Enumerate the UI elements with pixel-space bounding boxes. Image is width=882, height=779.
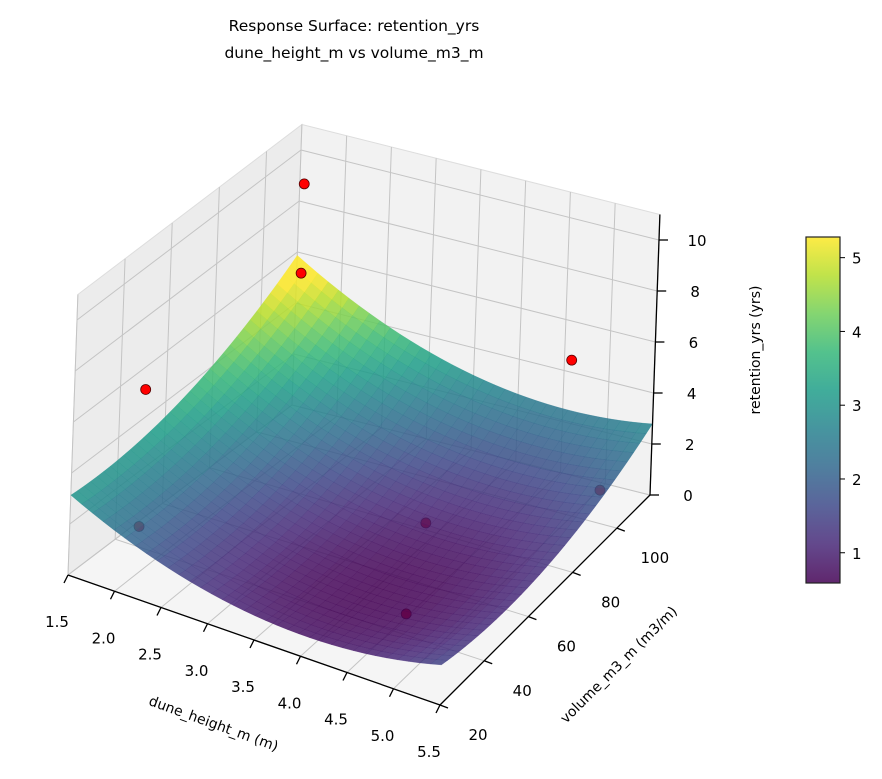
x-tick-label: 4.5 — [324, 711, 348, 729]
grid-line — [73, 251, 298, 423]
colorbar-tick-label: 2 — [852, 471, 862, 489]
data-point — [566, 354, 578, 366]
y-axis-line — [439, 494, 651, 706]
y-tick — [439, 704, 449, 709]
chart-title-line1: Response Surface: retention_yrs — [229, 17, 480, 36]
data-point — [298, 178, 310, 190]
colorbar — [805, 236, 841, 584]
grid-line — [67, 294, 79, 576]
colorbar-tick-label: 4 — [852, 323, 862, 341]
x-tick-label: 2.0 — [92, 629, 116, 647]
colorbar-ticks: 1 2 3 4 5 — [840, 250, 862, 563]
colorbar-tick-label: 5 — [852, 250, 862, 268]
x-tick — [249, 639, 255, 649]
z-axis-line — [649, 214, 661, 496]
y-axis-label: volume_m3_m (m3/m) — [558, 604, 681, 727]
x-tick — [202, 623, 209, 633]
z-tick-label: 10 — [687, 232, 706, 250]
x-tick-label: 1.5 — [45, 613, 69, 631]
x-tick — [295, 655, 302, 665]
y-tick-label: 60 — [557, 638, 576, 656]
y-tick-label: 20 — [468, 726, 487, 744]
y-tick-label: 40 — [513, 682, 532, 700]
x-tick-label: 5.0 — [371, 727, 395, 745]
z-tick-label: 4 — [687, 385, 697, 403]
grid-line — [300, 149, 660, 241]
x-tick — [63, 574, 69, 584]
chart-title-line2: dune_height_m vs volume_m3_m — [224, 44, 483, 63]
z-tick-label: 2 — [685, 436, 695, 454]
x-tick-label: 3.0 — [185, 662, 209, 680]
x-tick — [109, 590, 116, 600]
y-tick — [572, 571, 581, 576]
x-tick — [342, 672, 348, 681]
x-tick — [388, 688, 395, 698]
scatter-points — [140, 178, 578, 395]
tick-labels: 1.5 2.0 2.5 3.0 3.5 4.0 4.5 5.0 5.5 20 40 60 80 100 0 2… — [45, 232, 706, 761]
z-tick-label: 8 — [690, 283, 700, 301]
grid-line — [74, 200, 300, 372]
z-axis-label: retention_yrs (yrs) — [748, 286, 764, 415]
data-point — [295, 267, 307, 279]
surface — [70, 255, 653, 666]
colorbar-tick-label: 1 — [852, 545, 862, 563]
y-tick — [616, 527, 626, 532]
colorbar-tick-label: 3 — [852, 397, 862, 415]
x-tick — [156, 607, 162, 616]
y-tick — [528, 615, 537, 621]
y-tick-label: 80 — [601, 593, 620, 611]
z-tick-label: 6 — [689, 334, 699, 352]
x-tick-label: 4.0 — [278, 694, 302, 712]
y-tick — [483, 660, 493, 665]
x-tick — [435, 704, 441, 714]
x-tick-label: 3.5 — [231, 678, 255, 696]
grid-line — [297, 251, 656, 343]
grid-line — [76, 149, 302, 321]
x-tick-label: 2.5 — [138, 646, 162, 664]
surface-patch — [429, 659, 449, 666]
z-tick-label: 0 — [683, 487, 693, 505]
grid-line — [299, 200, 658, 292]
x-tick-label: 5.5 — [417, 743, 441, 761]
axis-lines — [63, 214, 668, 714]
y-tick-label: 100 — [641, 549, 670, 567]
x-axis-label: dune_height_m (m) — [146, 693, 280, 755]
data-point — [140, 384, 152, 395]
